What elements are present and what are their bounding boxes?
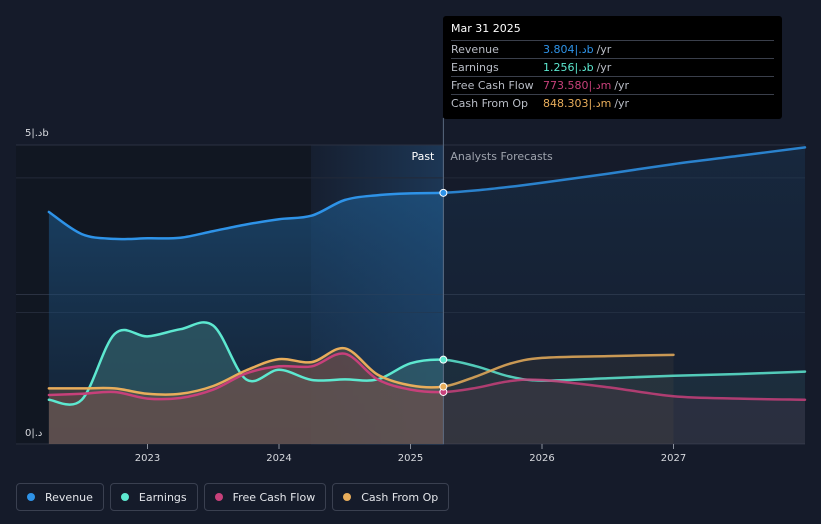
legend: Revenue Earnings Free Cash Flow Cash Fro… (16, 483, 450, 511)
tooltip: Mar 31 2025 Revenue 3.804|.دb /yr Earnin… (443, 16, 782, 119)
y-axis-top-label: 5|.دb (25, 128, 49, 139)
x-tick-label: 2026 (529, 453, 554, 464)
x-tick-label: 2024 (266, 453, 291, 464)
legend-label: Free Cash Flow (232, 490, 316, 504)
legend-label: Earnings (138, 490, 187, 504)
past-label: Past (411, 150, 435, 163)
tooltip-value: 848.303|.دm (543, 97, 612, 110)
legend-item-cash-from-op[interactable]: Cash From Op (332, 483, 450, 511)
tooltip-value: 773.580|.دm (543, 79, 612, 92)
tooltip-unit: /yr (596, 43, 612, 56)
earnings-line-past (47, 321, 444, 406)
tooltip-row-earnings: Earnings 1.256|.دb /yr (451, 58, 774, 76)
legend-dot-icon (120, 493, 129, 501)
tooltip-date: Mar 31 2025 (451, 22, 521, 35)
tooltip-label: Free Cash Flow (451, 79, 534, 92)
free-cash-flow-line-past (47, 352, 444, 401)
legend-item-revenue[interactable]: Revenue (16, 483, 104, 511)
x-tick-label: 2027 (661, 453, 686, 464)
tooltip-unit: /yr (614, 97, 630, 110)
legend-item-earnings[interactable]: Earnings (109, 483, 198, 511)
tooltip-unit: /yr (596, 61, 612, 74)
legend-label: Revenue (45, 490, 93, 504)
free-cash-flow-line-forecast (444, 378, 807, 401)
x-tick-label: 2023 (135, 453, 160, 464)
cash-from-op-past-area (48, 348, 444, 444)
tooltip-row-revenue: Revenue 3.804|.دb /yr (451, 40, 774, 58)
tooltip-label: Revenue (451, 43, 499, 56)
tooltip-row-cash-from-op: Cash From Op 848.303|.دm /yr (451, 94, 774, 112)
legend-item-free-cash-flow[interactable]: Free Cash Flow (203, 483, 327, 511)
legend-label: Cash From Op (361, 490, 439, 504)
tooltip-label: Earnings (451, 61, 499, 74)
free-cash-flow-past-area (48, 353, 444, 444)
tooltip-label: Cash From Op (451, 97, 529, 110)
x-tick-label: 2025 (398, 453, 423, 464)
revenue-marker (439, 188, 448, 197)
tooltip-value: 3.804|.دb (543, 43, 594, 56)
cash-from-op-line-past (47, 346, 444, 396)
tooltip-value: 1.256|.دb (543, 61, 594, 74)
cash-from-op-marker (439, 382, 448, 391)
legend-dot-icon (214, 493, 223, 501)
revenue-line-forecast (444, 146, 807, 195)
earnings-line-forecast (444, 358, 807, 382)
y-axis-bottom-label: 0|.د (25, 428, 42, 439)
revenue-line-past (47, 191, 444, 241)
legend-dot-icon (343, 493, 352, 501)
earnings-marker (439, 355, 448, 364)
forecast-label: Analysts Forecasts (450, 150, 553, 163)
tooltip-row-free-cash-flow: Free Cash Flow 773.580|.دm /yr (451, 76, 774, 94)
free-cash-flow-forecast-area (444, 379, 805, 444)
revenue-forecast-area (444, 147, 805, 444)
tooltip-unit: /yr (614, 79, 630, 92)
cash-from-op-line-forecast (444, 353, 675, 388)
legend-dot-icon (27, 493, 35, 501)
